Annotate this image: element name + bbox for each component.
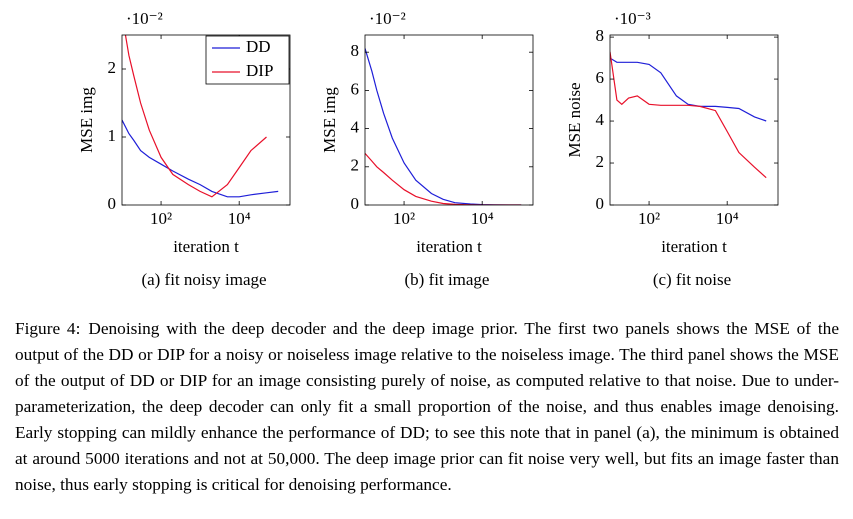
- y-tick-label: 1: [108, 126, 117, 145]
- legend-label: DD: [246, 37, 271, 56]
- y-label: MSE img: [320, 87, 339, 153]
- x-tick-label: 10⁴: [716, 209, 739, 228]
- caption-label: Figure 4:: [15, 319, 81, 338]
- y-tick-label: 0: [596, 194, 605, 213]
- x-label: iteration t: [173, 237, 239, 256]
- x-tick-label: 10⁴: [471, 209, 494, 228]
- x-tick-label: 10²: [393, 209, 415, 228]
- x-label: iteration t: [416, 237, 482, 256]
- y-tick-label: 6: [596, 68, 605, 87]
- legend-label: DIP: [246, 61, 273, 80]
- y-tick-label: 4: [351, 118, 360, 137]
- axis-box: [364, 34, 534, 206]
- series-line: [365, 152, 522, 205]
- series-line: [610, 51, 767, 179]
- series-line: [124, 35, 267, 198]
- series-line: [610, 57, 767, 122]
- y-tick-label: 8: [596, 26, 605, 45]
- y-tick-label: 2: [108, 58, 117, 77]
- x-label: iteration t: [661, 237, 727, 256]
- y-label: MSE noise: [565, 82, 584, 157]
- series-line: [365, 48, 522, 205]
- y-tick-label: 2: [596, 152, 605, 171]
- subcaption: (b) fit image: [405, 270, 490, 289]
- series-line: [122, 119, 279, 198]
- subcaption: (c) fit noise: [653, 270, 731, 289]
- y-multiplier: ·10⁻²: [126, 9, 163, 28]
- subcaption: (a) fit noisy image: [141, 270, 266, 289]
- x-tick-label: 10²: [150, 209, 172, 228]
- axis-box: [609, 34, 779, 206]
- figure: 0 1 2 10² 10⁴ ·10⁻² iteration t MSE img (a) fit …: [77, 9, 779, 289]
- caption: Figure 4: Denoising with the deep decoder…: [15, 316, 839, 498]
- y-tick-label: 2: [351, 156, 360, 175]
- y-label: MSE img: [77, 87, 96, 153]
- y-tick-label: 4: [596, 110, 605, 129]
- x-tick-label: 10²: [638, 209, 660, 228]
- y-tick-label: 0: [351, 194, 360, 213]
- caption-text: Denoising with the deep decoder and the …: [15, 319, 839, 494]
- x-tick-label: 10⁴: [228, 209, 251, 228]
- y-tick-label: 8: [351, 41, 360, 60]
- legend-box: [205, 35, 290, 85]
- y-tick-label: 6: [351, 79, 360, 98]
- y-tick-label: 0: [108, 194, 117, 213]
- axis-box: [121, 34, 291, 206]
- y-multiplier: ·10⁻²: [369, 9, 406, 28]
- y-multiplier: ·10⁻³: [614, 9, 651, 28]
